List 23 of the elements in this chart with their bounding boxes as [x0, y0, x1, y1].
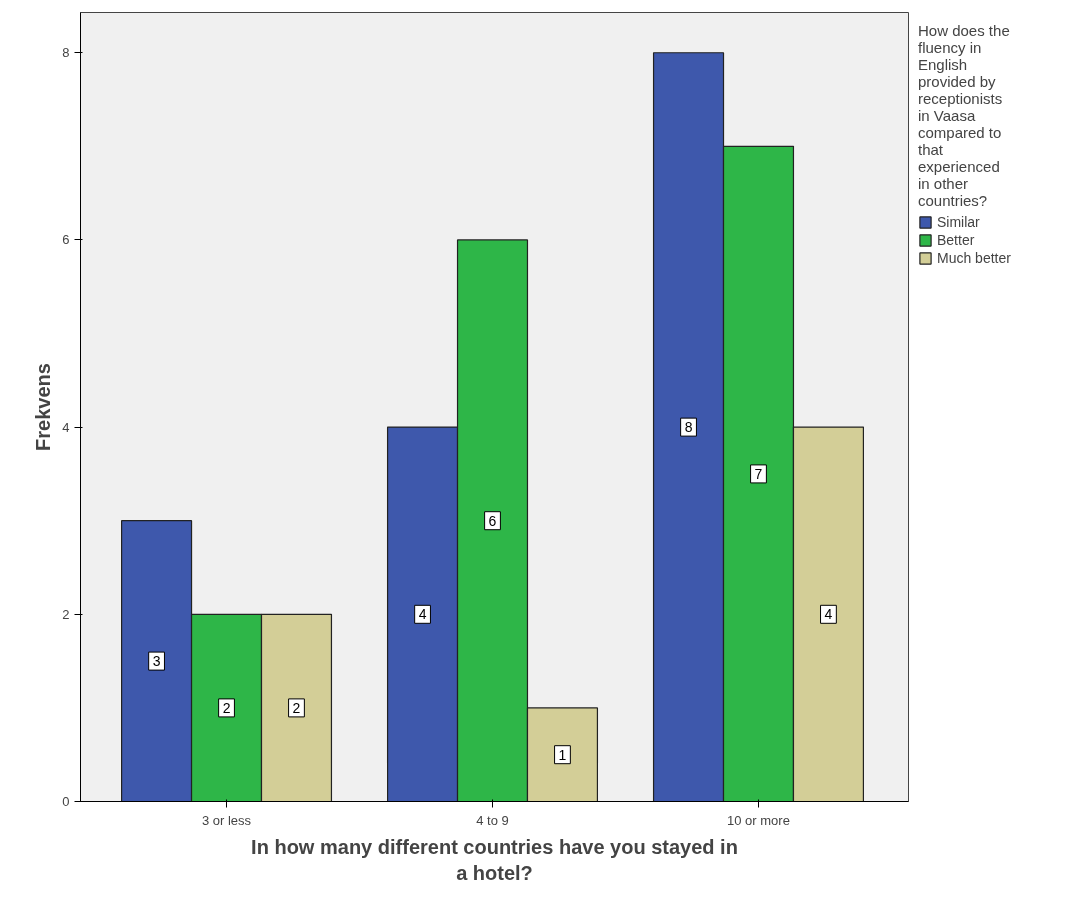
data-label: 2 [292, 699, 301, 716]
y-tick-label: 0 [62, 794, 70, 809]
data-label: 1 [558, 746, 567, 763]
y-tick-label: 6 [62, 232, 70, 248]
legend-label: Better [937, 232, 975, 248]
y-axis-title: Frekvens [32, 363, 55, 451]
data-label: 8 [684, 419, 693, 436]
x-axis-title: In how many different countries have you stayed in a hotel? [251, 835, 738, 884]
text: How does the fluency in English provided by receptionists in Vaasa compared to that experienced in other countries? [918, 22, 1010, 209]
data-label: 7 [754, 465, 763, 482]
legend-label: Similar [937, 214, 980, 230]
y-tick-label: 8 [62, 45, 70, 61]
data-label: 4 [824, 606, 833, 623]
x-tick-label: 10 or more [727, 812, 790, 828]
legend-label: Much better [937, 250, 1011, 266]
data-label: 4 [418, 606, 427, 623]
data-label: 3 [152, 653, 161, 670]
y-tick-label: 2 [62, 606, 70, 622]
data-label: 6 [488, 512, 497, 529]
data-label: 2 [222, 699, 231, 716]
x-tick-label: 3 or less [201, 812, 252, 828]
y-tick-label: 4 [62, 419, 70, 435]
x-tick-label: 4 to 9 [476, 812, 509, 828]
